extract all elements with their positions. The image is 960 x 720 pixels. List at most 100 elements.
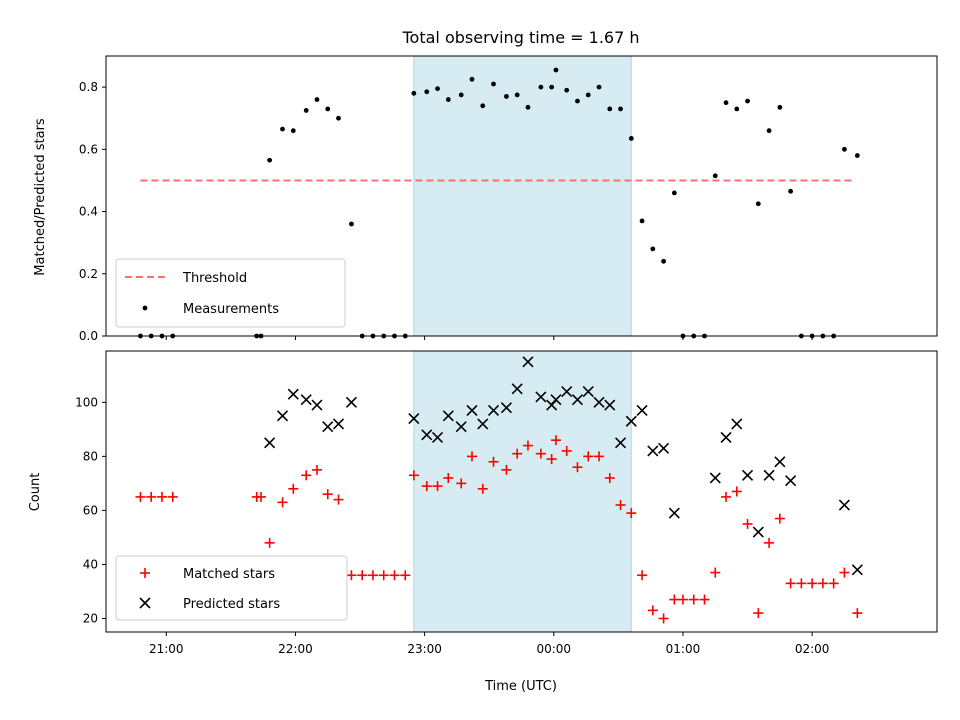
ratio-y-axis-label: Matched/Predicted stars (33, 118, 48, 276)
predicted-stars-point (636, 404, 648, 417)
matched-stars-point (146, 491, 157, 502)
x-axis-label: Time (UTC) (484, 679, 557, 694)
count-axes-frame (105, 350, 938, 633)
measurement-point (491, 81, 496, 87)
measurements-legend-swatch (142, 305, 148, 311)
matched-stars-point (721, 491, 732, 502)
predicted-stars-point (785, 475, 797, 487)
measurement-point (854, 153, 860, 158)
predicted-stars-point (276, 410, 289, 422)
measurement-point (538, 84, 544, 90)
matched-stars-point (135, 491, 146, 502)
predicted-stars-point (345, 396, 357, 408)
matched-stars-point (301, 470, 312, 481)
matched-stars-point (277, 497, 288, 508)
measurement-point (504, 94, 509, 99)
predicted-stars-point (720, 431, 732, 444)
matched-stars-point (669, 594, 680, 605)
ratio-axis-ticks: 0.0 0.2 0.4 0.6 0.8 (79, 80, 813, 343)
measurement-point (618, 106, 623, 112)
measurement-point (755, 201, 761, 207)
matched-stars-point (852, 608, 863, 619)
matched-stars-point (167, 491, 178, 502)
measurement-point (435, 86, 440, 92)
measurement-point (607, 106, 613, 112)
measurement-point (564, 87, 570, 93)
chart-title: Total observing time = 1.67 h (401, 28, 639, 47)
predicted-stars-point (838, 499, 850, 511)
measurement-point (280, 126, 285, 132)
matched-stars-point (546, 454, 557, 465)
matched-stars-point (466, 451, 477, 462)
y-tick-label: 0.4 (79, 205, 98, 219)
predicted-stars-point (511, 383, 523, 395)
ratio-axes-frame (105, 55, 938, 337)
predicted-stars-point (658, 442, 670, 454)
matched-stars-point (604, 472, 615, 483)
measurement-point (842, 146, 847, 152)
matched-stars-point (710, 567, 721, 578)
matched-stars-point (501, 464, 512, 475)
matched-stars-point (432, 481, 443, 492)
predicted-stars-point (287, 388, 299, 400)
predicted-stars-point (582, 385, 594, 398)
y-tick-label: 60 (83, 503, 98, 517)
matched-stars-point (535, 448, 546, 459)
predicted-stars-point (731, 418, 743, 430)
measurement-point (639, 218, 645, 224)
matched-stars-point (443, 472, 454, 483)
x-tick-label: 01:00 (666, 642, 701, 656)
measurement-point (514, 92, 520, 98)
measurement-point (585, 92, 591, 98)
matched-stars-point (311, 464, 322, 475)
predicted-legend-label: Predicted stars (183, 597, 280, 612)
matched-stars-point (637, 570, 648, 581)
count-legend: Matched stars Predicted stars (115, 555, 348, 621)
measurement-point (745, 98, 750, 104)
measurement-point (766, 128, 772, 134)
matched-stars-point (561, 445, 572, 456)
measurement-point (553, 67, 559, 73)
predicted-stars-point (431, 431, 444, 444)
y-tick-label: 40 (83, 557, 98, 571)
matched-stars-point (357, 570, 368, 581)
predicted-stars-point (752, 526, 764, 538)
predicted-stars-point (442, 410, 454, 422)
matched-stars-point (550, 435, 561, 446)
matched-stars-point (477, 483, 488, 494)
predicted-stars-point (851, 564, 863, 576)
measurement-point (480, 103, 486, 109)
matched-stars-point (456, 478, 467, 489)
measurement-point (458, 92, 464, 98)
measurement-point (336, 115, 341, 121)
matched-stars-point (522, 440, 533, 451)
matched-stars-point (785, 578, 796, 589)
ratio-legend: Threshold Measurements (115, 258, 346, 328)
predicted-stars-point (421, 429, 433, 441)
measurement-point (575, 98, 580, 104)
predicted-stars-point (408, 412, 420, 425)
measurement-point (525, 104, 531, 110)
predicted-stars-point (550, 394, 562, 406)
measurement-point (596, 84, 602, 90)
matched-stars-point (807, 578, 818, 589)
x-tick-label: 22:00 (278, 642, 313, 656)
measurement-point (411, 90, 417, 96)
measurement-point (734, 106, 740, 112)
matched-stars-point (288, 483, 299, 494)
measurements-legend-label: Measurements (183, 302, 279, 317)
matched-stars-point (264, 537, 275, 548)
matched-legend-swatch (140, 568, 150, 578)
predicted-stars-point (264, 437, 276, 449)
matched-stars-point (408, 470, 419, 481)
predicted-stars-point (614, 437, 627, 449)
matched-stars-point (742, 518, 753, 529)
threshold-legend-label: Threshold (182, 271, 247, 286)
matched-stars-point (774, 513, 785, 524)
predicted-stars-point (571, 394, 584, 406)
predicted-stars-point (774, 456, 786, 468)
predicted-stars-point (604, 399, 616, 411)
y-tick-label: 100 (75, 395, 98, 409)
x-tick-label: 23:00 (407, 642, 442, 656)
matched-stars-point (346, 570, 357, 581)
